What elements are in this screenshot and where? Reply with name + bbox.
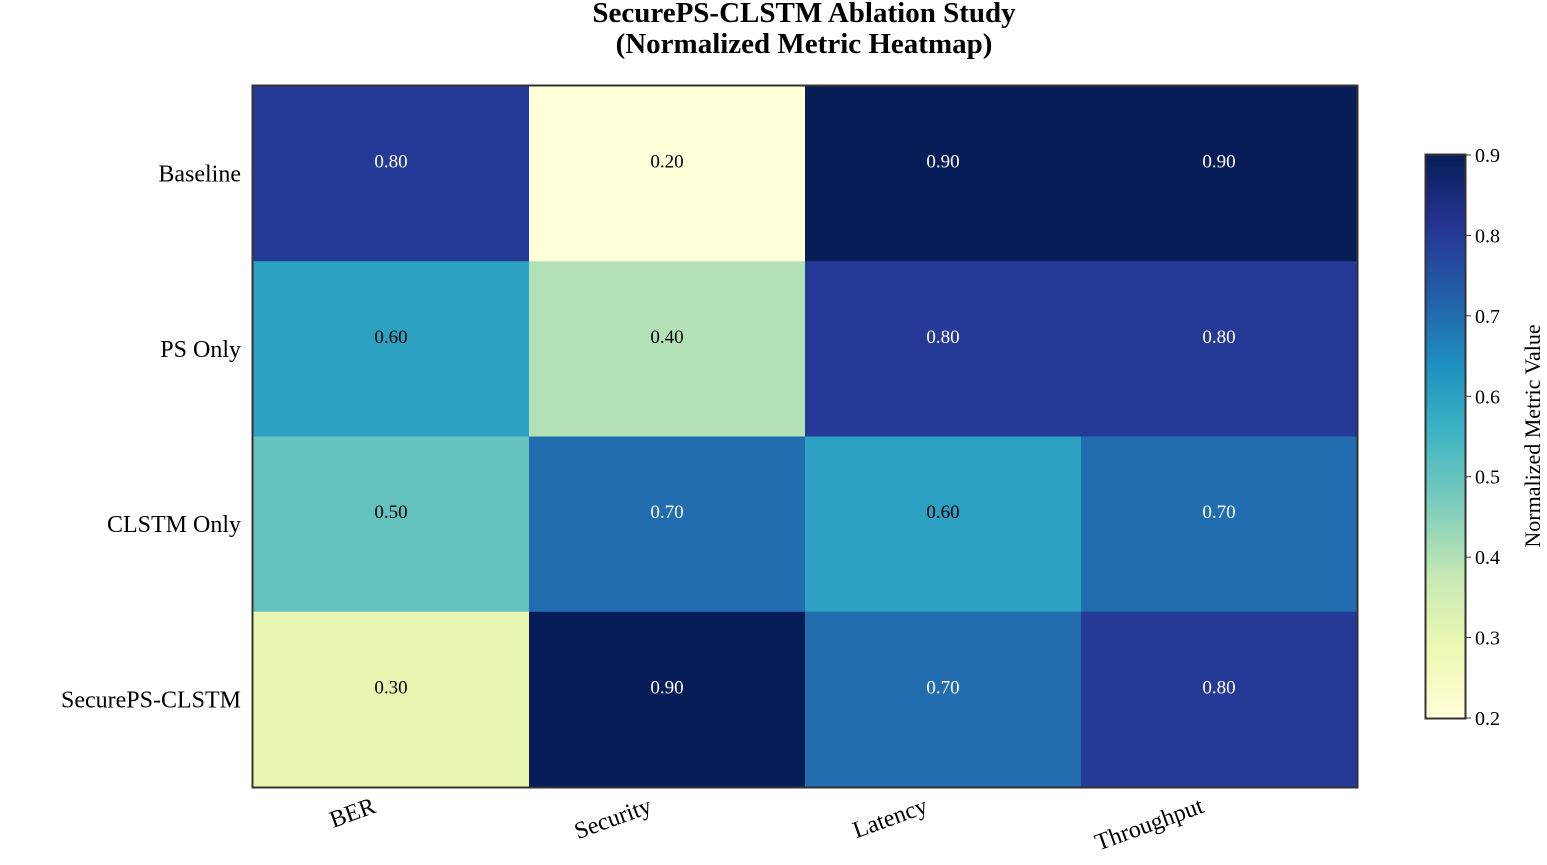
heatmap-cell [1081, 611, 1358, 788]
heatmap-cell-value: 0.90 [926, 152, 959, 173]
heatmap-cell-value: 0.90 [1202, 152, 1235, 173]
colorbar-tick-label: 0.2 [1475, 708, 1500, 730]
chart-subtitle: (Normalized Metric Heatmap) [616, 28, 993, 60]
column-labels: BER Security Latency Throughput [326, 793, 1207, 856]
colorbar-frame [1424, 153, 1467, 720]
heatmap-cell [529, 86, 806, 262]
heatmap-cell-value: 0.30 [374, 677, 407, 698]
colorbar-tick-label: 0.9 [1475, 145, 1500, 167]
colorbar-tick-label: 0.3 [1475, 628, 1500, 650]
heatmap-cell [529, 436, 806, 613]
column-label: BER [326, 793, 379, 833]
heatmap-cell [805, 436, 1082, 613]
heatmap-cell-value: 0.70 [650, 502, 683, 523]
column-label: Latency [850, 793, 932, 844]
heatmap-cell-value: 0.20 [650, 152, 683, 173]
heatmap-cell-value: 0.90 [650, 677, 683, 698]
colorbar-tick-label: 0.6 [1475, 386, 1500, 408]
heatmap-cell [529, 261, 806, 438]
row-labels: Baseline PS Only CLSTM Only SecurePS-CLSTM [61, 162, 241, 714]
heatmap-cell-value: 0.70 [1202, 502, 1235, 523]
heatmap-cells [253, 86, 1358, 788]
colorbar-gradient [1426, 155, 1465, 718]
heatmap-cell [1081, 86, 1358, 262]
colorbar-tick-label: 0.4 [1475, 547, 1500, 569]
heatmap-cell-value: 0.80 [1202, 677, 1235, 698]
colorbar-tick-label: 0.7 [1475, 306, 1500, 328]
heatmap-cell [805, 261, 1082, 438]
heatmap-cell-value: 0.40 [650, 327, 683, 348]
heatmap-cell [253, 86, 530, 262]
colorbar-tick-label: 0.8 [1475, 225, 1500, 247]
heatmap-cell [253, 611, 530, 788]
row-label: SecurePS-CLSTM [61, 687, 241, 713]
heatmap-cell [253, 261, 530, 438]
heatmap-cell-value: 0.80 [926, 327, 959, 348]
colorbar-tick-label: 0.5 [1475, 467, 1500, 489]
row-label: CLSTM Only [107, 512, 241, 538]
heatmap-cell-value: 0.80 [1202, 327, 1235, 348]
heatmap-cell-value: 0.50 [374, 502, 407, 523]
colorbar-ticks: 0.2 0.3 0.4 0.5 0.6 0.7 0.8 0.9 [1465, 145, 1500, 730]
colorbar: 0.2 0.3 0.4 0.5 0.6 0.7 0.8 0.9 Normalized Metr… [1424, 145, 1545, 730]
heatmap-cell [1081, 261, 1358, 438]
heatmap-cell [805, 86, 1082, 262]
heatmap-cell [529, 611, 806, 788]
heatmap-cell-value: 0.70 [926, 677, 959, 698]
colorbar-axis-label: Normalized Metric Value [1520, 324, 1545, 547]
chart-title: SecurePS-CLSTM Ablation Study [592, 0, 1016, 29]
column-label: Throughput [1092, 793, 1208, 856]
heatmap-cell-value: 0.80 [374, 152, 407, 173]
column-label: Security [571, 793, 655, 845]
heatmap-cell-value: 0.60 [374, 327, 407, 348]
heatmap-cell [805, 611, 1082, 788]
heatmap-cell-value: 0.60 [926, 502, 959, 523]
heatmap-cell [253, 436, 530, 613]
heatmap-cell-labels: 0.80 0.20 0.90 0.90 0.60 0.40 0.80 0.80 0.50 0.70… [374, 152, 1235, 699]
heatmap-frame [251, 84, 1359, 789]
row-label: PS Only [160, 337, 241, 363]
heatmap-cell [1081, 436, 1358, 613]
row-label: Baseline [158, 162, 241, 188]
